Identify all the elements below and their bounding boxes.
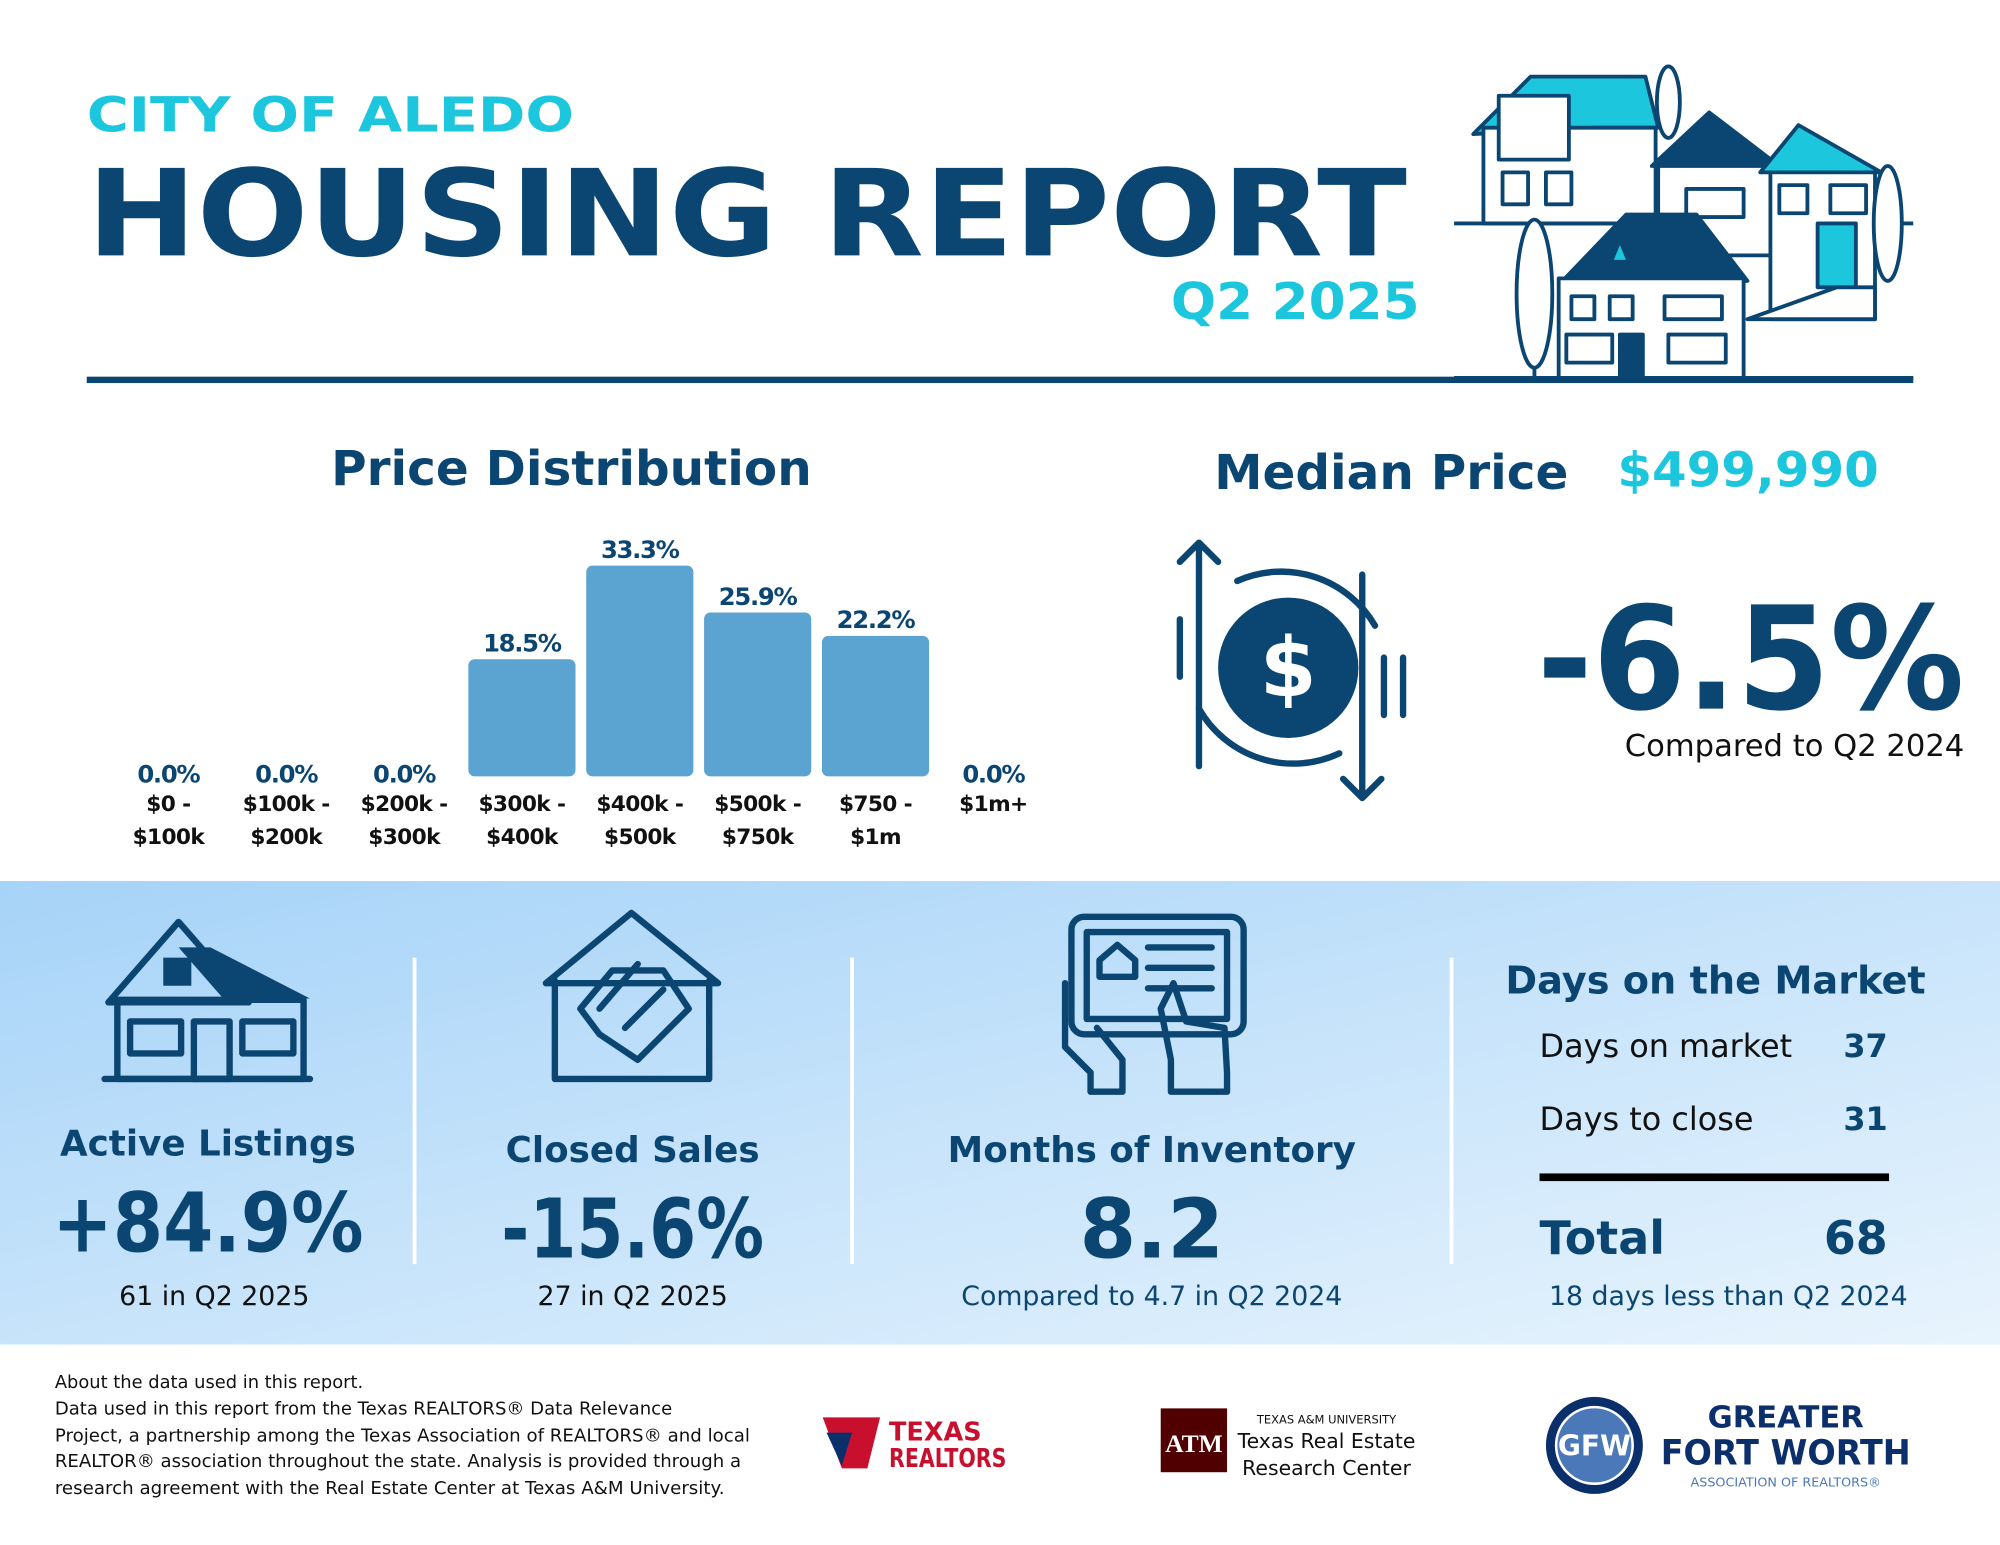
median-value: $499,990 bbox=[1617, 442, 1878, 498]
dom-total-value: 68 bbox=[1824, 1211, 1888, 1265]
svg-text:$: $ bbox=[1260, 621, 1317, 716]
x-tick-label: $500k - $750k bbox=[714, 791, 802, 851]
bar bbox=[821, 635, 930, 777]
category-label: $200k - $300k bbox=[360, 791, 449, 851]
svg-text:GFW: GFW bbox=[1558, 1430, 1631, 1463]
data-label: 0.0% bbox=[962, 760, 1025, 789]
footer-text: About the data used in this report. Data… bbox=[55, 1372, 750, 1499]
stats-band bbox=[0, 881, 2000, 1345]
data-label: 22.2% bbox=[837, 605, 916, 634]
handshake-icon bbox=[542, 909, 722, 1083]
stat-title: Closed Sales bbox=[506, 1130, 760, 1171]
data-label: 0.0% bbox=[137, 760, 200, 789]
stat-active-listings: Active Listings +84.9% 61 in Q2 2025 bbox=[52, 1124, 363, 1312]
header-rule bbox=[86, 376, 1914, 384]
logo-text: FORT WORTH bbox=[1661, 1434, 1911, 1474]
x-tick-label: $1m+ bbox=[959, 791, 1028, 818]
bar bbox=[468, 659, 576, 777]
category-label: $400k - $500k bbox=[596, 791, 684, 851]
median-change: -6.5% bbox=[1537, 576, 1964, 743]
house-icon bbox=[101, 918, 314, 1083]
stat-value: -15.6% bbox=[501, 1183, 764, 1278]
stat-note: Compared to 4.7 in Q2 2024 bbox=[961, 1281, 1342, 1312]
category-label: $100k - $200k bbox=[242, 791, 331, 851]
median-label: Median Price bbox=[1214, 445, 1568, 501]
tablet-icon bbox=[1061, 913, 1247, 1095]
chart-title: Price Distribution bbox=[331, 441, 812, 497]
logo-text: ASSOCIATION OF REALTORS® bbox=[1691, 1475, 1881, 1490]
houses-illustration bbox=[1454, 64, 1914, 380]
category-label: $1m+ bbox=[959, 791, 1028, 818]
logo-text: GREATER bbox=[1708, 1401, 1864, 1436]
category-label: $750 - $1m bbox=[838, 791, 913, 851]
bar bbox=[586, 565, 694, 777]
dollar-cycle-icon: $ bbox=[1176, 539, 1407, 802]
footer-line: Project, a partnership among the Texas A… bbox=[55, 1426, 750, 1447]
x-tick-label: $750 - $1m bbox=[838, 791, 913, 851]
logo-text: TEXAS A&M UNIVERSITY bbox=[1256, 1413, 1397, 1427]
logo-text: Texas Real Estate bbox=[1237, 1429, 1416, 1453]
stat-value: +84.9% bbox=[52, 1176, 363, 1271]
footer-line: Data used in this report from the Texas … bbox=[55, 1399, 672, 1420]
category-label: $500k - $750k bbox=[714, 791, 802, 851]
dom-row-label: Days on market bbox=[1540, 1027, 1793, 1065]
stat-title: Months of Inventory bbox=[948, 1130, 1356, 1171]
stat-months-inventory: Months of Inventory 8.2 Compared to 4.7 … bbox=[948, 1130, 1356, 1312]
data-label: 0.0% bbox=[255, 760, 318, 789]
logo-text: REALTORS bbox=[889, 1444, 1006, 1474]
stat-note: 61 in Q2 2025 bbox=[119, 1281, 309, 1312]
median-note: Compared to Q2 2024 bbox=[1625, 729, 1964, 764]
gfw-logo: GFW GREATER FORT WORTH ASSOCIATION OF RE… bbox=[1545, 1396, 1911, 1494]
texas-realtors-logo: TEXAS REALTORS bbox=[822, 1417, 1006, 1474]
svg-text:ATM: ATM bbox=[1165, 1429, 1223, 1458]
footer-line: research agreement with the Real Estate … bbox=[55, 1478, 725, 1499]
stat-title: Active Listings bbox=[60, 1124, 356, 1165]
bar bbox=[704, 612, 812, 777]
data-label: 0.0% bbox=[373, 760, 436, 789]
city-name: CITY OF ALEDO bbox=[87, 87, 574, 143]
dom-title: Days on the Market bbox=[1505, 958, 1925, 1003]
stat-note: 27 in Q2 2025 bbox=[538, 1281, 728, 1312]
data-label: 18.5% bbox=[483, 629, 562, 658]
days-on-market: Days on the Market Days on market 37 Day… bbox=[1505, 958, 1925, 1312]
dom-row-label: Days to close bbox=[1540, 1100, 1754, 1138]
footer-line: REALTOR® association throughout the stat… bbox=[55, 1451, 741, 1472]
dom-row-value: 37 bbox=[1843, 1027, 1887, 1065]
tamu-logo: ATM TEXAS A&M UNIVERSITY Texas Real Esta… bbox=[1160, 1408, 1416, 1480]
data-label: 25.9% bbox=[719, 582, 798, 611]
x-tick-label: $200k - $300k bbox=[360, 791, 449, 851]
logo-text: TEXAS bbox=[889, 1417, 982, 1447]
dom-note: 18 days less than Q2 2024 bbox=[1549, 1281, 1908, 1312]
category-label: $300k - $400k bbox=[478, 791, 566, 851]
x-tick-label: $0 - $100k bbox=[132, 791, 205, 851]
dom-total-label: Total bbox=[1540, 1211, 1665, 1265]
x-tick-label: $300k - $400k bbox=[478, 791, 566, 851]
x-tick-label: $400k - $500k bbox=[596, 791, 684, 851]
category-label: $0 - $100k bbox=[132, 791, 205, 851]
dom-row-value: 31 bbox=[1843, 1100, 1887, 1138]
dividers bbox=[412, 957, 1454, 1265]
report-period: Q2 2025 bbox=[1171, 273, 1420, 332]
dom-rule bbox=[1539, 1173, 1890, 1182]
data-label: 33.3% bbox=[601, 535, 680, 564]
stat-value: 8.2 bbox=[1079, 1183, 1224, 1278]
report-title: HOUSING REPORT bbox=[87, 145, 1407, 284]
stat-closed-sales: Closed Sales -15.6% 27 in Q2 2025 bbox=[501, 1130, 764, 1312]
x-tick-label: $100k - $200k bbox=[242, 791, 331, 851]
footer-line: About the data used in this report. bbox=[55, 1372, 363, 1393]
logo-text: Research Center bbox=[1242, 1456, 1411, 1480]
